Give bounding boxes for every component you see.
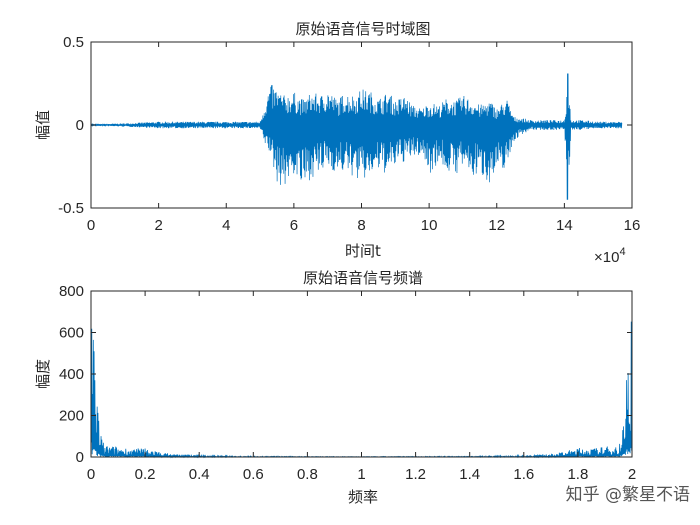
spectrum-ylabel: 幅度 bbox=[34, 359, 52, 389]
spectrum-ticks: 0 0.2 0.4 0.6 0.8 1 1.2 1.4 1.6 1.8 2 0 200 400 600 800 bbox=[59, 283, 636, 483]
plot0-xtick-label: 4 bbox=[222, 217, 230, 234]
plot1-xtick-label: 0.8 bbox=[297, 466, 318, 483]
x-axis-multiplier: ×104 bbox=[594, 246, 626, 266]
plot1-xtick-label: 1 bbox=[357, 466, 365, 483]
spectrum-axes-box bbox=[90, 290, 633, 458]
plot1-ytick-label: 400 bbox=[59, 366, 84, 383]
plot0-ytick-label: -0.5 bbox=[58, 200, 84, 217]
plot1-xtick-label: 0.2 bbox=[135, 466, 156, 483]
time-domain-plot: 原始语音信号时域图 幅值 时间t ×104 0 2 4 6 8 10 12 14 16-0.50… bbox=[34, 20, 640, 266]
plot1-xtick-label: 1.8 bbox=[567, 466, 588, 483]
time-domain-axes-box bbox=[90, 41, 633, 209]
plot1-ytick-label: 800 bbox=[59, 283, 84, 300]
multiplier-base: ×10 bbox=[594, 249, 619, 266]
plot0-xtick-label: 6 bbox=[290, 217, 298, 234]
plot1-xtick-label: 2 bbox=[628, 466, 636, 483]
plot0-xtick-label: 0 bbox=[87, 217, 95, 234]
plot1-xtick-label: 1.2 bbox=[405, 466, 426, 483]
spectrum-title: 原始语音信号频谱 bbox=[303, 269, 423, 287]
plot1-xtick-label: 1.6 bbox=[513, 466, 534, 483]
plot1-xtick-label: 0.6 bbox=[243, 466, 264, 483]
plot1-ytick-label: 0 bbox=[76, 449, 84, 466]
watermark-text: 知乎 @繁星不语 bbox=[566, 485, 690, 505]
plot0-xtick-label: 14 bbox=[556, 217, 573, 234]
spectrum-plot: 原始语音信号频谱 幅度 频率 0 0.2 0.4 0.6 0.8 1 1.2 1.4 1.6 1.… bbox=[34, 269, 636, 506]
spectrum-xlabel: 频率 bbox=[348, 488, 378, 506]
plot1-xtick-label: 1.4 bbox=[459, 466, 480, 483]
plot0-xtick-label: 16 bbox=[624, 217, 641, 234]
time-domain-signal-line bbox=[90, 73, 623, 200]
plot0-ytick-label: 0 bbox=[76, 117, 84, 134]
time-domain-marks bbox=[90, 73, 623, 200]
plot0-ytick-label: 0.5 bbox=[63, 34, 84, 51]
time-domain-xlabel: 时间t bbox=[345, 242, 381, 260]
plot0-xtick-label: 2 bbox=[154, 217, 162, 234]
plot0-xtick-label: 12 bbox=[488, 217, 505, 234]
time-domain-ylabel: 幅值 bbox=[34, 110, 52, 140]
plot1-ytick-label: 600 bbox=[59, 325, 84, 342]
plot1-xtick-label: 0.4 bbox=[189, 466, 210, 483]
plot1-ytick-label: 200 bbox=[59, 408, 84, 425]
plot0-xtick-label: 10 bbox=[421, 217, 438, 234]
plot0-xtick-label: 8 bbox=[357, 217, 365, 234]
plot1-xtick-label: 0 bbox=[87, 466, 95, 483]
time-domain-title: 原始语音信号时域图 bbox=[295, 20, 430, 38]
multiplier-exponent: 4 bbox=[619, 246, 625, 258]
